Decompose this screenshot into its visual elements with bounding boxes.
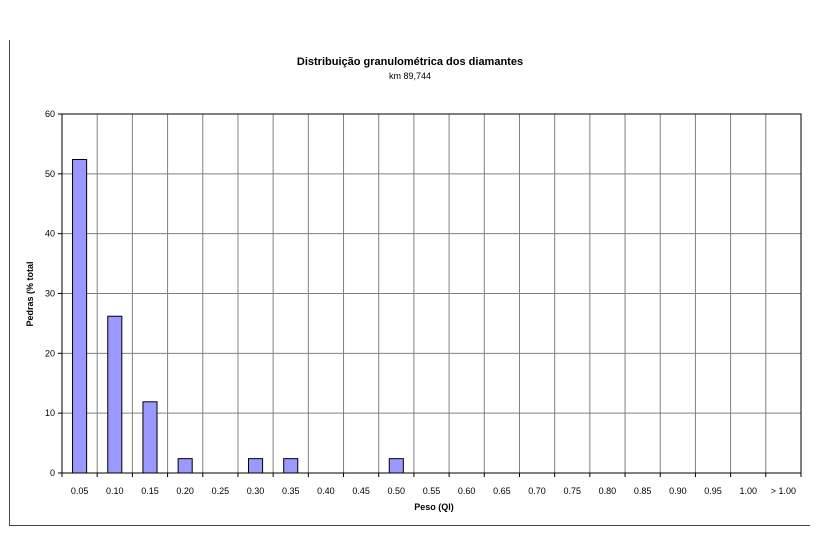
x-tick-label: 0.15 <box>141 486 159 496</box>
x-tick-label: 0.85 <box>634 486 652 496</box>
x-tick-label: 0.50 <box>388 486 406 496</box>
y-tick-label: 30 <box>45 289 55 299</box>
y-tick-label: 0 <box>50 468 55 478</box>
grid-lines <box>62 113 801 474</box>
x-tick-label: > 1.00 <box>771 486 796 496</box>
y-axis-label: Pedras (% total <box>25 261 35 326</box>
x-tick-label: 0.65 <box>493 486 511 496</box>
y-tick-label: 40 <box>45 229 55 239</box>
y-tick-label: 20 <box>45 348 55 358</box>
x-tick-label: 1.00 <box>739 486 757 496</box>
x-tick-label: 0.75 <box>563 486 581 496</box>
y-tick-label: 60 <box>45 109 55 119</box>
frame-bottom-border <box>9 525 810 526</box>
bar-0_05 <box>72 158 88 474</box>
x-axis-label: Peso (Ql) <box>414 502 454 512</box>
x-tick-label: 0.90 <box>669 486 687 496</box>
x-tick-label: 0.55 <box>423 486 441 496</box>
x-tick-label: 0.20 <box>176 486 194 496</box>
x-tick-label: 0.30 <box>247 486 265 496</box>
y-tick-label: 10 <box>45 408 55 418</box>
bar-0_35 <box>283 458 299 474</box>
chart-subtitle: km 89,744 <box>389 71 431 81</box>
x-tick-label: 0.35 <box>282 486 300 496</box>
x-tick-label: 0.80 <box>599 486 617 496</box>
y-axis-ticks: 0 10 20 30 40 50 60 <box>45 109 62 478</box>
x-tick-label: 0.95 <box>704 486 722 496</box>
bar-0_50 <box>388 458 404 474</box>
bar-0_15 <box>142 401 158 474</box>
bar-0_20 <box>177 458 193 474</box>
bar-0_30 <box>248 458 264 474</box>
x-tick-label: 0.45 <box>352 486 370 496</box>
x-tick-label: 0.70 <box>528 486 546 496</box>
frame-left-border <box>9 40 10 526</box>
x-axis-ticks: 0.05 0.10 0.15 0.20 0.25 0.30 0.35 0.40 0.45 0.50… <box>61 473 802 496</box>
x-tick-label: 0.60 <box>458 486 476 496</box>
y-tick-label: 50 <box>45 169 55 179</box>
x-tick-label: 0.25 <box>212 486 230 496</box>
chart-title: Distribuição granulométrica dos diamante… <box>297 56 523 68</box>
x-tick-label: 0.40 <box>317 486 335 496</box>
bar-0_10 <box>107 315 123 474</box>
x-tick-label: 0.10 <box>106 486 124 496</box>
x-tick-label: 0.05 <box>71 486 89 496</box>
